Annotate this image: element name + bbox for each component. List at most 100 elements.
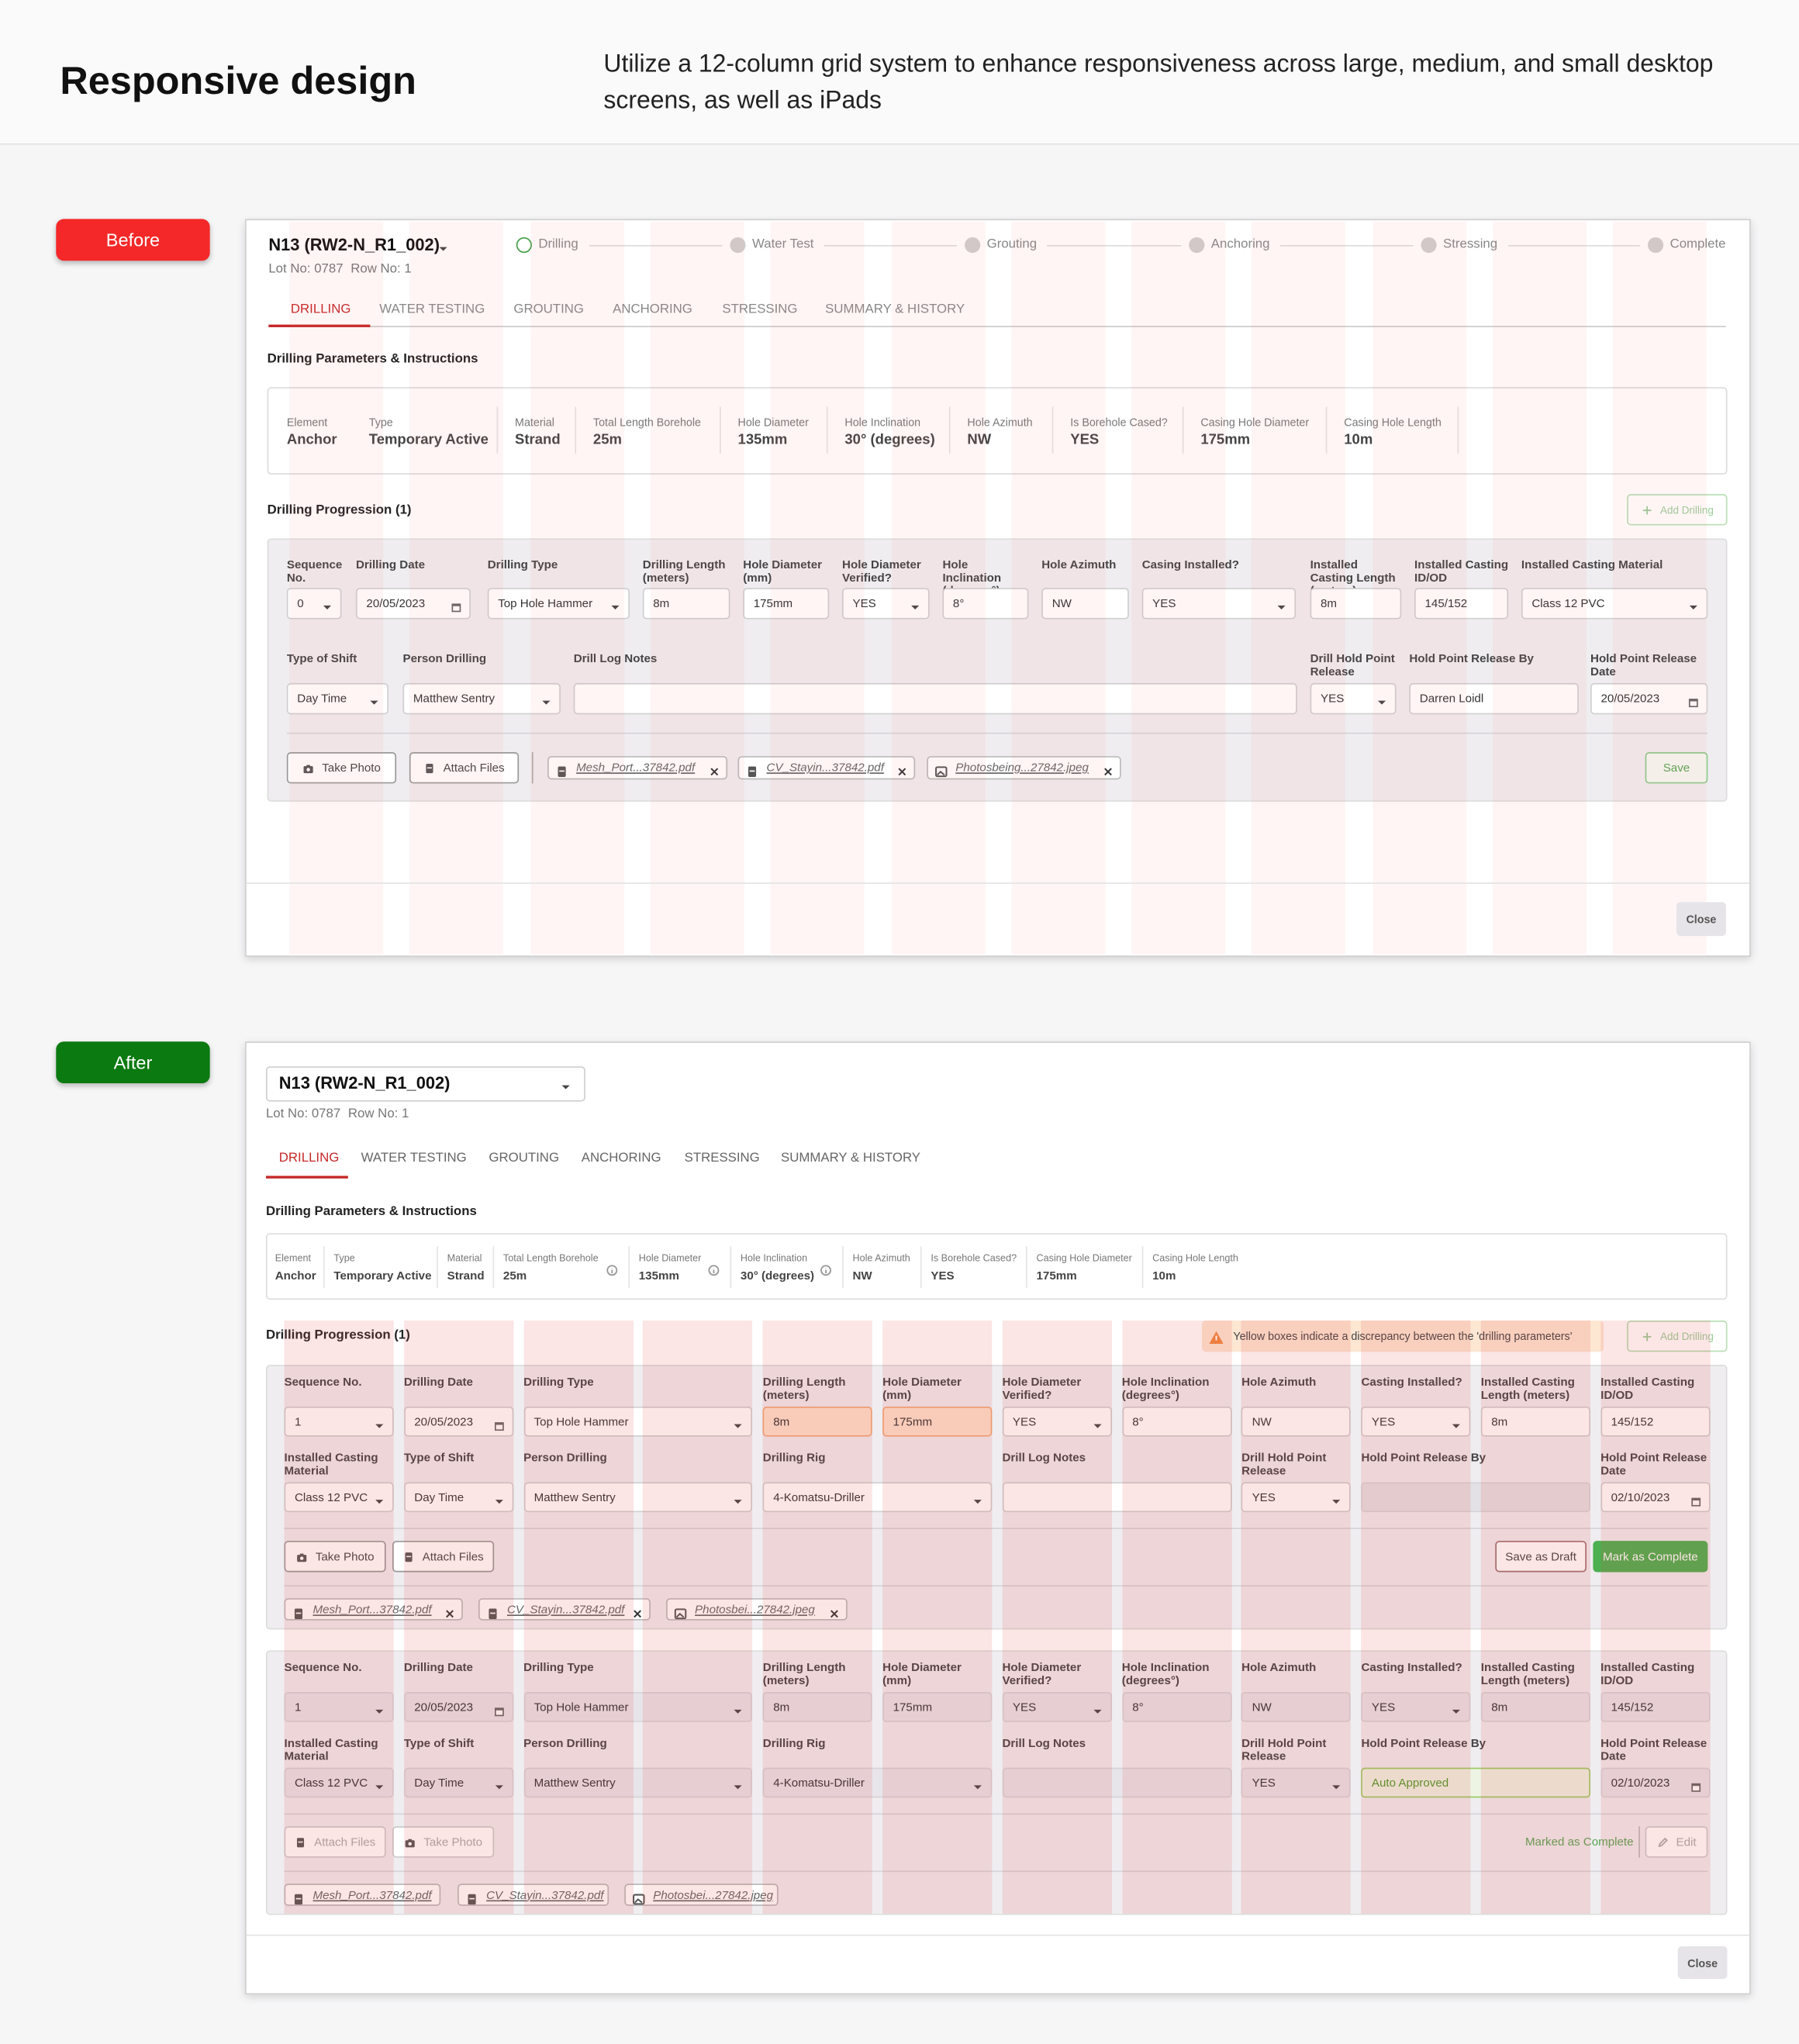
input[interactable] — [1521, 588, 1708, 620]
tab[interactable]: GROUTING — [489, 1151, 560, 1165]
file-chip[interactable] — [927, 756, 1121, 780]
input[interactable] — [1361, 1767, 1590, 1798]
tab[interactable]: WATER TESTING — [379, 302, 485, 317]
file-chip[interactable] — [284, 1883, 441, 1906]
action-button[interactable]: Attach Files — [409, 752, 520, 784]
input[interactable] — [286, 588, 342, 620]
input[interactable] — [1310, 682, 1397, 715]
input[interactable] — [1409, 682, 1579, 715]
action-button[interactable]: Attach Files — [392, 1541, 495, 1573]
input[interactable] — [284, 1767, 394, 1798]
action-button[interactable]: Attach Files — [284, 1826, 386, 1858]
input[interactable] — [1600, 1692, 1711, 1722]
input[interactable] — [942, 588, 1029, 620]
input[interactable] — [1241, 1692, 1352, 1722]
tab[interactable]: ANCHORING — [581, 1151, 661, 1165]
input[interactable] — [1480, 1692, 1591, 1722]
input[interactable] — [1600, 1482, 1711, 1513]
button-label: Save — [1663, 761, 1690, 775]
file-chip[interactable] — [478, 1598, 651, 1621]
input[interactable] — [1121, 1692, 1232, 1722]
tab-active[interactable]: DRILLING — [290, 302, 351, 317]
input[interactable] — [1590, 682, 1708, 715]
icon — [292, 1603, 306, 1619]
action-button[interactable]: Take Photo — [286, 752, 397, 784]
save-button[interactable]: Save — [1645, 752, 1708, 784]
file-chip[interactable] — [666, 1598, 848, 1621]
tab[interactable]: WATER TESTING — [361, 1151, 467, 1165]
file-chip[interactable] — [624, 1883, 779, 1906]
action-button[interactable]: Take Photo — [392, 1826, 495, 1858]
step-connector — [824, 245, 957, 247]
icon-svg — [1689, 605, 1697, 609]
input[interactable] — [403, 1482, 514, 1513]
file-chip[interactable] — [284, 1598, 463, 1621]
input[interactable] — [1241, 1482, 1352, 1513]
draft-button[interactable]: Save as Draft — [1495, 1541, 1587, 1573]
edit-button[interactable]: Edit — [1645, 1826, 1708, 1858]
input[interactable] — [762, 1406, 873, 1437]
tab[interactable]: STRESSING — [684, 1151, 760, 1165]
input[interactable] — [403, 1406, 514, 1437]
input[interactable] — [523, 1482, 753, 1513]
input[interactable] — [1310, 588, 1402, 620]
file-chip[interactable] — [737, 756, 916, 780]
input[interactable] — [487, 588, 630, 620]
input[interactable] — [1241, 1767, 1352, 1798]
input[interactable] — [1480, 1406, 1591, 1437]
input[interactable] — [1600, 1406, 1711, 1437]
input[interactable] — [403, 1692, 514, 1722]
input[interactable] — [403, 1767, 514, 1798]
input[interactable] — [284, 1406, 394, 1437]
add-button[interactable]: Add Drilling — [1627, 494, 1728, 526]
input[interactable] — [762, 1692, 873, 1722]
tab[interactable]: ANCHORING — [613, 302, 692, 317]
input[interactable] — [1002, 1767, 1232, 1798]
action-button[interactable]: Take Photo — [284, 1541, 386, 1573]
input[interactable] — [1002, 1692, 1112, 1722]
input[interactable] — [842, 588, 930, 620]
input[interactable] — [762, 1767, 993, 1798]
input[interactable] — [523, 1767, 753, 1798]
input[interactable] — [284, 1482, 394, 1513]
record-select[interactable] — [265, 1066, 585, 1102]
input[interactable] — [523, 1406, 753, 1437]
input[interactable] — [1141, 588, 1297, 620]
button-label: Add Drilling — [1660, 503, 1714, 516]
param-label: Element — [286, 416, 328, 429]
input-value: 8° — [952, 596, 965, 610]
input[interactable] — [1361, 1406, 1471, 1437]
close-button[interactable]: Close — [1677, 1946, 1728, 1980]
input[interactable] — [573, 682, 1297, 715]
input[interactable] — [1241, 1406, 1352, 1437]
tab[interactable]: GROUTING — [513, 302, 584, 317]
tab-active[interactable]: DRILLING — [278, 1151, 340, 1165]
file-chip[interactable] — [547, 756, 728, 780]
close-button[interactable]: Close — [1676, 902, 1726, 937]
tab[interactable]: SUMMARY & HISTORY — [781, 1151, 921, 1165]
input[interactable] — [523, 1692, 753, 1722]
input[interactable] — [762, 1482, 993, 1513]
input[interactable] — [1121, 1406, 1232, 1437]
add-button[interactable]: Add Drilling — [1627, 1321, 1728, 1352]
param-value: YES — [1070, 432, 1100, 448]
input[interactable] — [1361, 1482, 1590, 1513]
input[interactable] — [1361, 1692, 1471, 1722]
input[interactable] — [882, 1406, 993, 1437]
input[interactable] — [1041, 588, 1129, 620]
input[interactable] — [882, 1692, 993, 1722]
input[interactable] — [286, 682, 388, 715]
input[interactable] — [284, 1692, 394, 1722]
input[interactable] — [1414, 588, 1509, 620]
input[interactable] — [1002, 1482, 1232, 1513]
input[interactable] — [402, 682, 561, 715]
input[interactable] — [743, 588, 830, 620]
tab[interactable]: STRESSING — [722, 302, 798, 317]
tab[interactable]: SUMMARY & HISTORY — [825, 302, 965, 317]
input[interactable] — [642, 588, 730, 620]
complete-button[interactable]: Mark as Complete — [1593, 1541, 1708, 1573]
input[interactable] — [1600, 1767, 1711, 1798]
input[interactable] — [1002, 1406, 1112, 1437]
input[interactable] — [355, 588, 471, 620]
file-chip[interactable] — [458, 1883, 609, 1906]
